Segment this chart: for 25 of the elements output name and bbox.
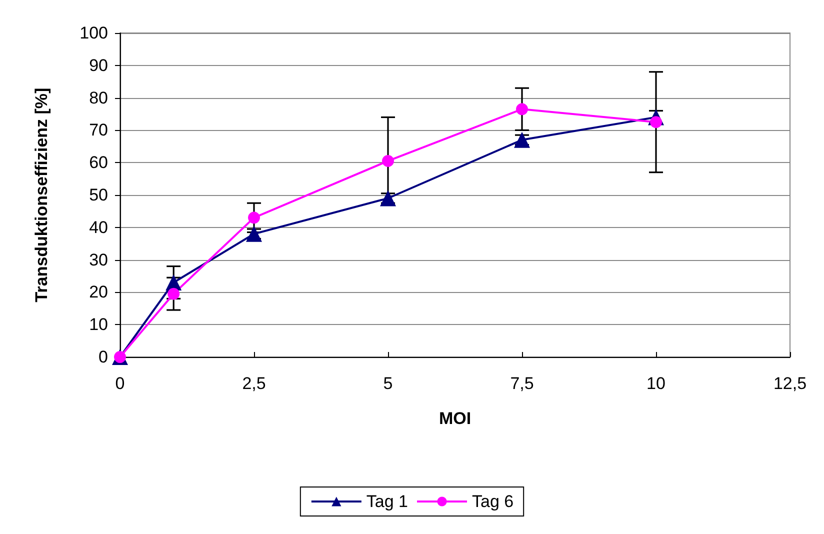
y-tick-label: 30 xyxy=(89,250,108,270)
y-tick-label: 20 xyxy=(89,282,108,302)
y-axis-title: Transduktionseffizienz [%] xyxy=(32,88,51,302)
x-axis-title: MOI xyxy=(438,409,472,428)
x-tick-label: 2,5 xyxy=(242,374,266,393)
point xyxy=(248,212,260,224)
y-tick-label: 10 xyxy=(89,315,108,334)
y-tick-label: 0 xyxy=(98,348,108,366)
point xyxy=(168,288,180,300)
point xyxy=(516,103,528,116)
y-tick-label: 100 xyxy=(80,24,108,42)
y-tick-label: 70 xyxy=(89,120,108,140)
point xyxy=(382,154,394,167)
y-tick-label: 40 xyxy=(89,218,108,237)
legend-label: Tag 1 xyxy=(366,492,408,511)
x-tick-label: 5 xyxy=(383,374,393,393)
y-tick-label: 80 xyxy=(89,88,108,108)
y-tick-label: 90 xyxy=(89,56,108,75)
x-tick-label: 12,5 xyxy=(773,374,807,393)
x-tick-label: 7,5 xyxy=(510,374,534,393)
x-tick-label: 0 xyxy=(115,374,125,393)
legend-label: Tag 6 xyxy=(472,492,514,511)
x-tick-label: 10 xyxy=(646,374,666,393)
y-tick-label: 50 xyxy=(89,186,108,204)
y-tick-label: 60 xyxy=(89,153,108,172)
